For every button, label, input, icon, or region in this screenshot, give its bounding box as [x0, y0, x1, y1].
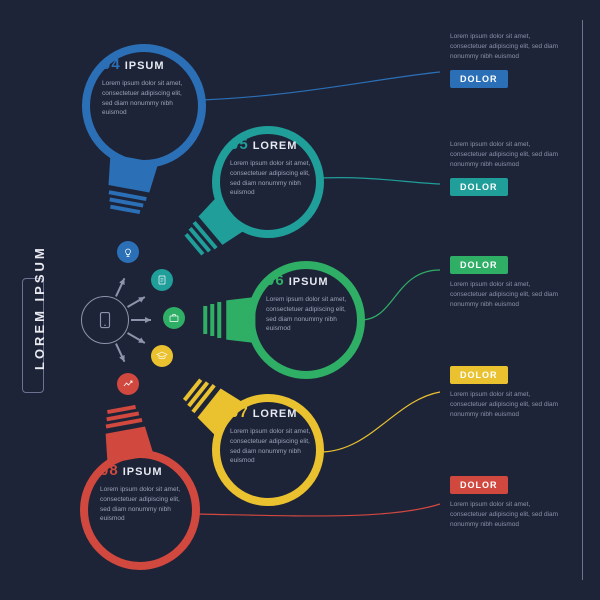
- right-tag: DOLOR: [450, 366, 508, 384]
- right-block-4: DOLOR Lorem ipsum dolor sit amet, consect…: [450, 468, 565, 530]
- bulb-icon: [117, 241, 139, 263]
- chart-icon: [117, 373, 139, 395]
- graduation-icon: [151, 345, 173, 367]
- bulb-content-08: 08 IPSUM Lorem ipsum dolor sit amet, con…: [100, 462, 192, 524]
- bulb-heading: 07 LOREM: [230, 404, 322, 421]
- bulb-heading: 08 IPSUM: [100, 462, 192, 479]
- bulb-content-04: 04 IPSUM Lorem ipsum dolor sit amet, con…: [102, 56, 194, 118]
- bulb-placeholder-text: Lorem ipsum dolor sit amet, consectetuer…: [100, 485, 192, 524]
- right-block-3: DOLOR Lorem ipsum dolor sit amet, consect…: [450, 358, 565, 420]
- bulb-placeholder-text: Lorem ipsum dolor sit amet, consectetuer…: [266, 295, 358, 334]
- bulb-heading: 04 IPSUM: [102, 56, 194, 73]
- bulb-placeholder-text: Lorem ipsum dolor sit amet, consectetuer…: [230, 427, 322, 466]
- right-tag: DOLOR: [450, 476, 508, 494]
- right-block-2: DOLOR Lorem ipsum dolor sit amet, consect…: [450, 248, 565, 310]
- right-tag: DOLOR: [450, 70, 508, 88]
- side-title: LOREM IPSUM: [32, 245, 47, 370]
- bulb-title: IPSUM: [123, 466, 163, 478]
- bulb-content-05: 05 LOREM Lorem ipsum dolor sit amet, con…: [230, 136, 322, 198]
- infographic-canvas: LOREM IPSUM 04 IPSUM Lorem ipsum dolor s…: [0, 0, 600, 600]
- right-block-1: Lorem ipsum dolor sit amet, consectetuer…: [450, 140, 565, 196]
- bulb-number: 05: [230, 136, 249, 153]
- bulb-number: 07: [230, 404, 249, 421]
- bulb-content-07: 07 LOREM Lorem ipsum dolor sit amet, con…: [230, 404, 322, 466]
- bulb-content-06: 06 IPSUM Lorem ipsum dolor sit amet, con…: [266, 272, 358, 334]
- bulb-number: 08: [100, 462, 119, 479]
- hub-phone-circle: [81, 296, 129, 344]
- bulb-title: IPSUM: [125, 60, 165, 72]
- phone-icon: [96, 307, 114, 333]
- right-tag: DOLOR: [450, 178, 508, 196]
- bulb-title: LOREM: [253, 140, 298, 152]
- right-text: Lorem ipsum dolor sit amet, consectetuer…: [450, 140, 565, 170]
- briefcase-icon: [163, 307, 185, 329]
- bulb-title: LOREM: [253, 408, 298, 420]
- right-text: Lorem ipsum dolor sit amet, consectetuer…: [450, 390, 565, 420]
- right-text: Lorem ipsum dolor sit amet, consectetuer…: [450, 32, 565, 62]
- right-tag: DOLOR: [450, 256, 508, 274]
- right-text: Lorem ipsum dolor sit amet, consectetuer…: [450, 280, 565, 310]
- document-icon: [151, 269, 173, 291]
- right-text: Lorem ipsum dolor sit amet, consectetuer…: [450, 500, 565, 530]
- bulb-number: 04: [102, 56, 121, 73]
- bulb-placeholder-text: Lorem ipsum dolor sit amet, consectetuer…: [230, 159, 322, 198]
- bulb-number: 06: [266, 272, 285, 289]
- right-block-0: Lorem ipsum dolor sit amet, consectetuer…: [450, 32, 565, 88]
- right-divider: [582, 20, 583, 580]
- bulb-heading: 06 IPSUM: [266, 272, 358, 289]
- bulb-title: IPSUM: [289, 276, 329, 288]
- bulb-heading: 05 LOREM: [230, 136, 322, 153]
- bulb-placeholder-text: Lorem ipsum dolor sit amet, consectetuer…: [102, 79, 194, 118]
